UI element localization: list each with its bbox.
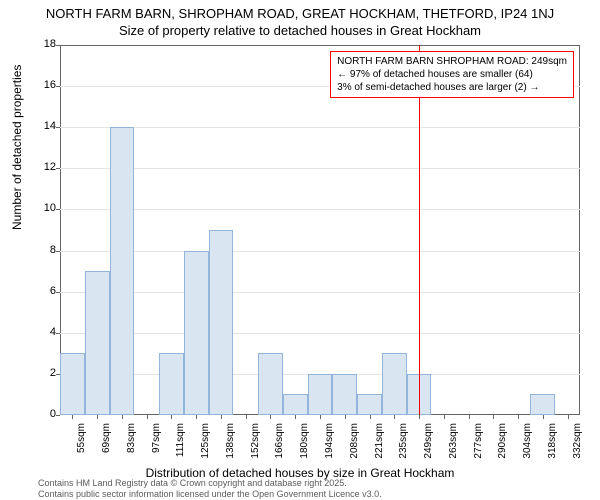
x-tick-label: 180sqm [299, 423, 310, 467]
y-tick [56, 168, 60, 169]
x-tick-label: 83sqm [126, 423, 137, 467]
x-tick-label: 152sqm [250, 423, 261, 467]
x-tick [171, 415, 172, 419]
y-tick-label: 12 [44, 161, 56, 173]
x-tick-label: 111sqm [175, 423, 186, 467]
bar [530, 394, 555, 415]
x-tick-label: 166sqm [274, 423, 285, 467]
y-tick-label: 2 [50, 367, 56, 379]
bar [209, 230, 234, 415]
y-tick-label: 18 [44, 38, 56, 50]
chart-container: NORTH FARM BARN, SHROPHAM ROAD, GREAT HO… [0, 0, 600, 500]
bar [85, 271, 110, 415]
marker-line [419, 45, 420, 415]
bar [60, 353, 85, 415]
x-tick-label: 69sqm [101, 423, 112, 467]
y-tick-label: 0 [50, 408, 56, 420]
y-tick-label: 6 [50, 285, 56, 297]
x-tick-label: 249sqm [423, 423, 434, 467]
x-tick [493, 415, 494, 419]
annotation-box: NORTH FARM BARN SHROPHAM ROAD: 249sqm← 9… [330, 51, 574, 98]
x-tick [345, 415, 346, 419]
y-tick-label: 8 [50, 244, 56, 256]
plot-area [60, 45, 580, 415]
x-tick-label: 304sqm [522, 423, 533, 467]
x-tick [370, 415, 371, 419]
x-tick-label: 97sqm [151, 423, 162, 467]
x-tick [246, 415, 247, 419]
x-tick [419, 415, 420, 419]
annotation-line2: ← 97% of detached houses are smaller (64… [337, 68, 567, 81]
footer-line2: Contains public sector information licen… [38, 489, 382, 500]
x-tick-label: 208sqm [349, 423, 360, 467]
y-gridline [60, 168, 580, 169]
footer-attribution: Contains HM Land Registry data © Crown c… [38, 478, 382, 500]
x-tick-label: 318sqm [547, 423, 558, 467]
y-axis-label: Number of detached properties [10, 65, 24, 230]
y-tick-label: 14 [44, 120, 56, 132]
x-tick [196, 415, 197, 419]
x-tick-label: 263sqm [448, 423, 459, 467]
x-tick-label: 138sqm [225, 423, 236, 467]
x-tick [97, 415, 98, 419]
y-tick [56, 251, 60, 252]
x-tick-label: 221sqm [374, 423, 385, 467]
y-tick [56, 127, 60, 128]
bar [258, 353, 283, 415]
x-tick [543, 415, 544, 419]
x-tick [469, 415, 470, 419]
bar [308, 374, 333, 415]
x-tick [568, 415, 569, 419]
y-tick [56, 45, 60, 46]
bar [184, 251, 209, 415]
bar [357, 394, 382, 415]
y-gridline [60, 333, 580, 334]
x-tick [394, 415, 395, 419]
y-gridline [60, 251, 580, 252]
x-tick [444, 415, 445, 419]
y-tick [56, 86, 60, 87]
y-gridline [60, 127, 580, 128]
x-tick-label: 290sqm [497, 423, 508, 467]
y-tick-label: 16 [44, 79, 56, 91]
x-tick-label: 332sqm [572, 423, 583, 467]
bar [159, 353, 184, 415]
y-gridline [60, 209, 580, 210]
y-tick-label: 4 [50, 326, 56, 338]
y-tick [56, 415, 60, 416]
x-tick [147, 415, 148, 419]
x-tick [320, 415, 321, 419]
x-tick-label: 194sqm [324, 423, 335, 467]
annotation-line1: NORTH FARM BARN SHROPHAM ROAD: 249sqm [337, 55, 567, 68]
y-tick [56, 209, 60, 210]
y-tick [56, 333, 60, 334]
x-tick [270, 415, 271, 419]
y-tick-label: 10 [44, 202, 56, 214]
x-tick [518, 415, 519, 419]
annotation-line3: 3% of semi-detached houses are larger (2… [337, 81, 567, 94]
chart-title-main: NORTH FARM BARN, SHROPHAM ROAD, GREAT HO… [0, 6, 600, 21]
x-tick [122, 415, 123, 419]
y-gridline [60, 292, 580, 293]
bar [332, 374, 357, 415]
bar [110, 127, 135, 415]
x-tick-label: 277sqm [473, 423, 484, 467]
y-tick [56, 292, 60, 293]
x-tick [295, 415, 296, 419]
bar [283, 394, 308, 415]
x-tick-label: 235sqm [398, 423, 409, 467]
footer-line1: Contains HM Land Registry data © Crown c… [38, 478, 382, 489]
x-tick [72, 415, 73, 419]
x-tick-label: 55sqm [76, 423, 87, 467]
chart-title-sub: Size of property relative to detached ho… [0, 23, 600, 38]
x-tick-label: 125sqm [200, 423, 211, 467]
bar [382, 353, 407, 415]
x-tick [221, 415, 222, 419]
